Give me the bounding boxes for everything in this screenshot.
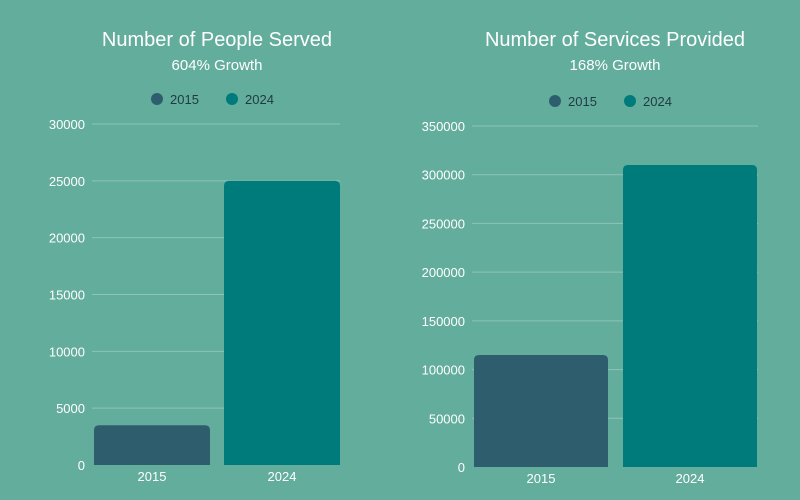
y-tick-label: 5000 (56, 401, 85, 416)
chart-title: Number of People Served (102, 29, 332, 51)
legend-label-2015: 2015 (170, 92, 199, 107)
y-tick-label: 150000 (422, 314, 465, 329)
chart-subtitle: 604% Growth (172, 57, 263, 74)
legend-marker-2015 (549, 95, 561, 107)
y-tick-label: 250000 (422, 216, 465, 231)
chart-services-provided: Number of Services Provided 168% Growth … (422, 29, 758, 486)
chart-title: Number of Services Provided (485, 29, 745, 51)
legend: 2015 2024 (151, 92, 274, 107)
legend-label-2024: 2024 (643, 94, 672, 109)
y-tick-label: 25000 (49, 174, 85, 189)
x-tick-label-2015: 2015 (527, 471, 556, 486)
legend-marker-2024 (624, 95, 636, 107)
x-tick-label-2024: 2024 (268, 469, 297, 484)
y-tick-label: 50000 (429, 411, 465, 426)
bar-2015 (94, 425, 210, 465)
y-tick-label: 200000 (422, 265, 465, 280)
bar-2015 (474, 354, 608, 467)
legend-label-2015: 2015 (568, 94, 597, 109)
x-tick-label-2015: 2015 (138, 469, 167, 484)
y-tick-label: 350000 (422, 119, 465, 134)
y-tick-label: 10000 (49, 344, 85, 359)
y-tick-label: 300000 (422, 168, 465, 183)
legend-marker-2024 (226, 93, 238, 105)
y-tick-label: 20000 (49, 231, 85, 246)
y-tick-label: 0 (78, 458, 85, 473)
legend-marker-2015 (151, 93, 163, 105)
bar-2024 (224, 180, 340, 466)
legend-label-2024: 2024 (245, 92, 274, 107)
legend: 2015 2024 (549, 94, 672, 109)
x-tick-label-2024: 2024 (676, 471, 705, 486)
chart-people-served: Number of People Served 604% Growth 2015… (49, 29, 340, 484)
chart-subtitle: 168% Growth (570, 57, 661, 74)
y-tick-label: 0 (458, 460, 465, 475)
y-tick-label: 100000 (422, 363, 465, 378)
bar-2024 (623, 164, 757, 467)
y-tick-label: 30000 (49, 117, 85, 132)
y-tick-label: 15000 (49, 288, 85, 303)
